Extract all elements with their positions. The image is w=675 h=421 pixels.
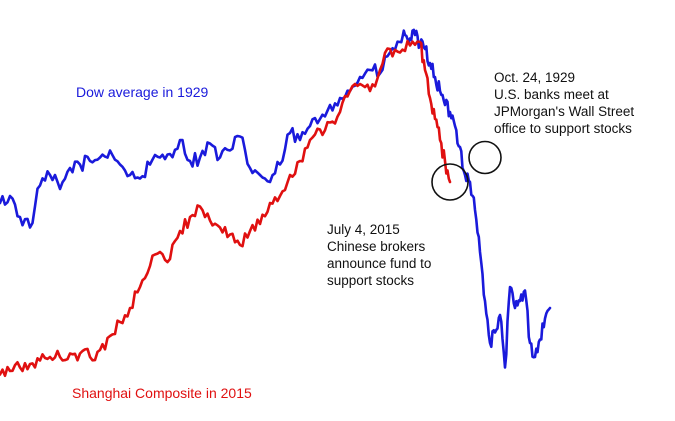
annotation-circle-dow	[468, 140, 502, 175]
annotation-dow-line-4: office to support stocks	[494, 121, 632, 136]
annotation-dow: Oct. 24, 1929 U.S. banks meet at JPMorga…	[494, 70, 634, 136]
series-layer	[0, 28, 552, 378]
annotation-dow-line-2: U.S. banks meet at	[494, 87, 609, 102]
annotation-shanghai: July 4, 2015 Chinese brokers announce fu…	[327, 222, 431, 288]
series-line-shanghai	[0, 39, 452, 378]
series-label-dow: Dow average in 1929	[76, 84, 209, 100]
annotation-shanghai-line-1: July 4, 2015	[327, 222, 400, 237]
annotation-circle-shanghai	[431, 163, 469, 201]
annotation-shanghai-line-3: announce fund to	[327, 256, 431, 271]
series-label-shanghai: Shanghai Composite in 2015	[72, 385, 252, 401]
annotation-dow-line-3: JPMorgan's Wall Street	[494, 104, 634, 119]
annotation-shanghai-line-4: support stocks	[327, 273, 414, 288]
annotation-dow-line-1: Oct. 24, 1929	[494, 70, 575, 85]
marker-layer	[431, 140, 502, 201]
annotation-shanghai-line-2: Chinese brokers	[327, 239, 426, 254]
